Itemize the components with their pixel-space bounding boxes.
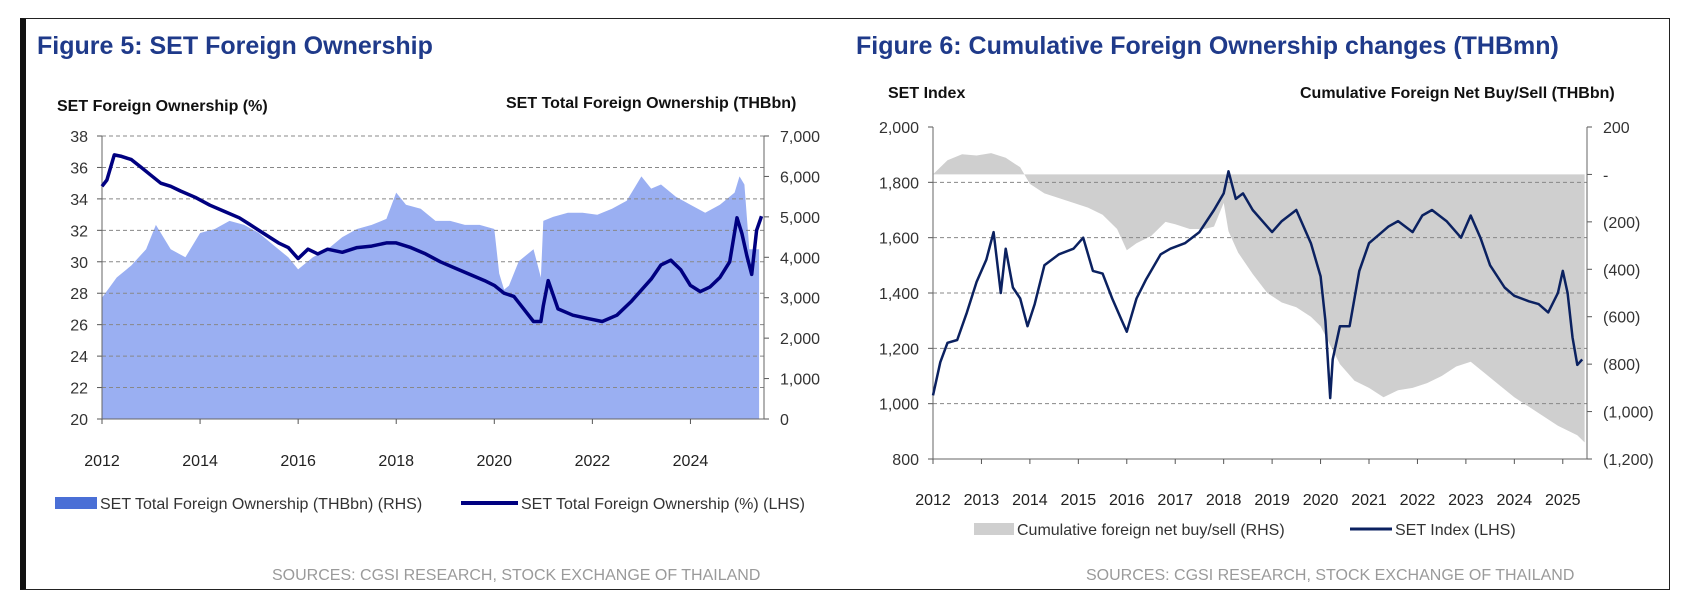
fig6-y-left-tick: 1,800 xyxy=(879,175,919,192)
fig5-y-left-tick: 28 xyxy=(70,286,88,303)
fig5-y-left-tick: 36 xyxy=(70,160,88,177)
fig5-legend-swatch-area xyxy=(55,497,97,509)
fig6-y-right-tick: 200 xyxy=(1603,120,1630,137)
fig6-legend-swatch-area xyxy=(974,523,1014,535)
fig6-x-tick-label: 2016 xyxy=(1109,492,1145,509)
fig5-x-tick-label: 2022 xyxy=(575,453,611,470)
fig5-x-tick-label: 2016 xyxy=(280,453,316,470)
fig6-x-tick-label: 2013 xyxy=(964,492,1000,509)
figure-5-left-axis-title: SET Foreign Ownership (%) xyxy=(57,98,268,115)
fig6-y-right-tick: (1,000) xyxy=(1603,405,1654,422)
figure-5-title: Figure 5: SET Foreign Ownership xyxy=(37,32,433,60)
fig5-legend-label: SET Total Foreign Ownership (THBbn) (RHS… xyxy=(100,496,422,513)
fig5-y-right-tick: 2,000 xyxy=(780,331,820,348)
fig6-x-tick-label: 2012 xyxy=(915,492,951,509)
fig5-y-left-tick: 24 xyxy=(70,349,88,366)
fig6-y-left-tick: 1,400 xyxy=(879,286,919,303)
figure-6-title: Figure 6: Cumulative Foreign Ownership c… xyxy=(856,32,1559,60)
fig5-y-left-tick: 34 xyxy=(70,192,88,209)
figure-6-right-axis-title: Cumulative Foreign Net Buy/Sell (THBbn) xyxy=(1300,85,1615,102)
fig6-x-tick-label: 2022 xyxy=(1400,492,1436,509)
fig6-x-tick-label: 2020 xyxy=(1303,492,1339,509)
fig6-y-right-tick: (1,200) xyxy=(1603,452,1654,469)
fig5-x-tick-label: 2024 xyxy=(673,453,709,470)
fig5-line-series xyxy=(100,153,764,324)
figure-6-source: SOURCES: CGSI RESEARCH, STOCK EXCHANGE O… xyxy=(1086,567,1575,584)
fig5-x-tick-label: 2020 xyxy=(476,453,512,470)
fig6-legend-label: Cumulative foreign net buy/sell (RHS) xyxy=(1017,522,1285,539)
fig5-y-left-tick: 26 xyxy=(70,318,88,335)
fig6-y-right-tick: (200) xyxy=(1603,215,1640,232)
fig5-y-left-tick: 38 xyxy=(70,129,88,146)
fig5-y-right-tick: 5,000 xyxy=(780,210,820,227)
fig6-y-left-tick: 800 xyxy=(892,452,919,469)
figure-5-source: SOURCES: CGSI RESEARCH, STOCK EXCHANGE O… xyxy=(272,567,761,584)
fig6-y-right-tick: - xyxy=(1603,167,1608,184)
fig5-y-right-tick: 1,000 xyxy=(780,372,820,389)
fig6-y-left-tick: 1,600 xyxy=(879,231,919,248)
fig6-x-tick-label: 2015 xyxy=(1061,492,1097,509)
fig5-x-tick-label: 2018 xyxy=(378,453,414,470)
fig6-area-series xyxy=(933,153,1585,443)
fig6-x-tick-label: 2025 xyxy=(1545,492,1581,509)
fig5-y-left-tick: 32 xyxy=(70,223,88,240)
fig5-y-right-tick: 6,000 xyxy=(780,169,820,186)
fig6-x-tick-label: 2017 xyxy=(1157,492,1193,509)
figure-6-left-axis-title: SET Index xyxy=(888,85,966,102)
fig6-y-right-tick: (400) xyxy=(1603,262,1640,279)
fig6-y-left-tick: 2,000 xyxy=(879,120,919,137)
figure-5-right-axis-title: SET Total Foreign Ownership (THBbn) xyxy=(506,95,797,112)
fig6-x-tick-label: 2023 xyxy=(1448,492,1484,509)
fig6-line-series xyxy=(931,170,1584,400)
fig5-x-tick-label: 2014 xyxy=(182,453,218,470)
fig5-area-series xyxy=(102,176,760,419)
fig5-y-right-tick: 4,000 xyxy=(780,250,820,267)
fig5-x-tick-label: 2012 xyxy=(84,453,120,470)
fig6-legend-label: SET Index (LHS) xyxy=(1395,522,1516,539)
fig5-y-left-tick: 30 xyxy=(70,255,88,272)
fig6-x-tick-label: 2019 xyxy=(1254,492,1290,509)
fig6-y-right-tick: (600) xyxy=(1603,310,1640,327)
fig5-y-right-tick: 0 xyxy=(780,412,789,429)
fig5-legend-label: SET Total Foreign Ownership (%) (LHS) xyxy=(521,496,805,513)
fig6-x-tick-label: 2024 xyxy=(1497,492,1533,509)
fig5-y-right-tick: 3,000 xyxy=(780,291,820,308)
fig6-x-tick-label: 2021 xyxy=(1351,492,1387,509)
fig5-y-left-tick: 20 xyxy=(70,412,88,429)
fig6-y-right-tick: (800) xyxy=(1603,357,1640,374)
fig6-y-left-tick: 1,200 xyxy=(879,341,919,358)
fig5-y-left-tick: 22 xyxy=(70,381,88,398)
fig6-y-left-tick: 1,000 xyxy=(879,397,919,414)
fig6-x-tick-label: 2014 xyxy=(1012,492,1048,509)
fig5-y-right-tick: 7,000 xyxy=(780,129,820,146)
fig6-x-tick-label: 2018 xyxy=(1206,492,1242,509)
